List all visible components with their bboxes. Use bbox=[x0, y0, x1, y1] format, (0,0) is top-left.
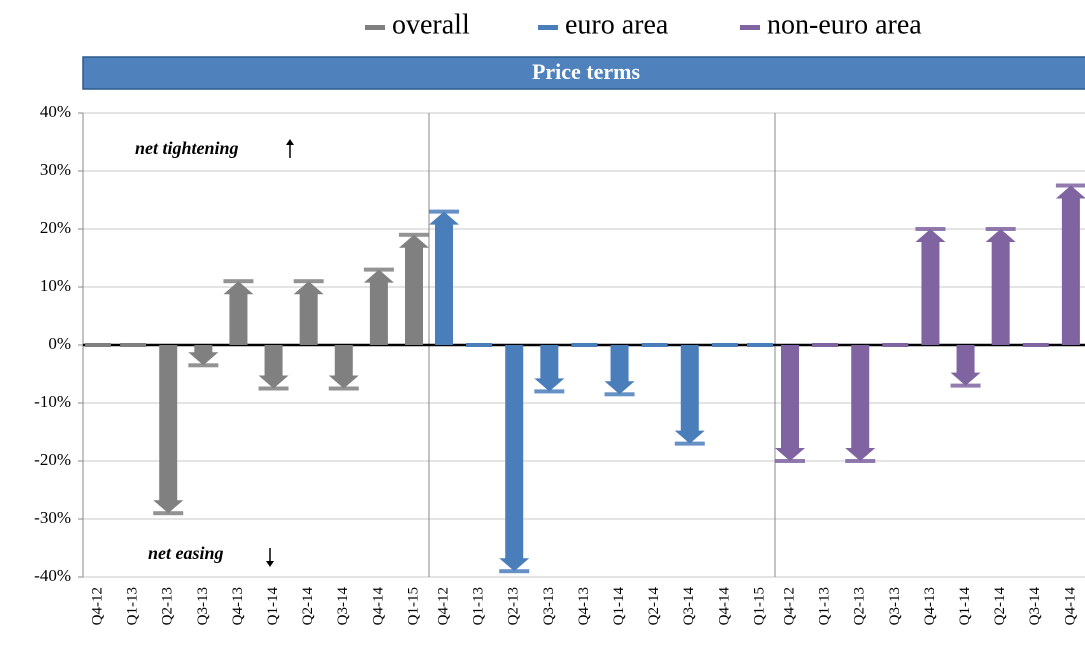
x-tick-label: Q2-13 bbox=[160, 587, 176, 625]
arrow-cap bbox=[604, 392, 635, 397]
legend-label: non-euro area bbox=[767, 9, 922, 40]
y-tick-label: 10% bbox=[40, 276, 71, 295]
y-tick-label: 0% bbox=[48, 334, 71, 353]
arrow-cap bbox=[153, 511, 184, 516]
arrow-cap bbox=[985, 227, 1016, 231]
x-tick-label: Q3-13 bbox=[195, 587, 211, 625]
arrow-cap bbox=[188, 363, 219, 368]
annotation: net tightening bbox=[135, 138, 239, 158]
bar bbox=[604, 345, 635, 395]
y-tick-label: -30% bbox=[34, 508, 71, 527]
bar bbox=[534, 345, 565, 392]
banner bbox=[82, 56, 1085, 90]
bar bbox=[641, 343, 668, 347]
arrow-cap bbox=[915, 227, 946, 231]
x-tick-label: Q4-12 bbox=[781, 587, 797, 625]
annotation: net easing bbox=[148, 543, 224, 563]
x-tick-label: Q2-13 bbox=[852, 587, 868, 625]
arrow-cap bbox=[399, 232, 429, 237]
bar bbox=[499, 345, 530, 572]
subtitle: Price terms bbox=[532, 59, 641, 84]
legend-label: overall bbox=[392, 9, 470, 40]
x-tick-label: Q4-14 bbox=[1062, 587, 1078, 626]
y-tick-label: -10% bbox=[34, 392, 71, 411]
bar bbox=[466, 343, 493, 347]
arrow-cap bbox=[1055, 183, 1085, 188]
x-tick-label: Q1-15 bbox=[405, 587, 421, 625]
y-tick-label: 30% bbox=[40, 160, 71, 179]
x-tick-label: Q1-14 bbox=[611, 587, 627, 626]
x-tick-label: Q3-14 bbox=[681, 587, 697, 626]
bar bbox=[882, 343, 909, 347]
arrow-cap bbox=[950, 383, 981, 388]
x-tick-label: Q1-15 bbox=[751, 587, 767, 625]
arrow-cap bbox=[499, 569, 530, 574]
bar bbox=[711, 343, 738, 347]
bar bbox=[153, 345, 184, 514]
x-tick-label: Q1-13 bbox=[817, 587, 833, 625]
x-tick-label: Q1-14 bbox=[957, 587, 973, 626]
bar bbox=[985, 229, 1016, 345]
x-tick-label: Q2-14 bbox=[992, 587, 1008, 626]
y-tick-label: -20% bbox=[34, 450, 71, 469]
x-tick-label: Q1-13 bbox=[125, 587, 141, 625]
bar bbox=[429, 211, 459, 345]
bar bbox=[399, 234, 429, 345]
x-tick-label: Q3-14 bbox=[335, 587, 351, 626]
x-tick-label: Q2-14 bbox=[646, 587, 662, 626]
bar bbox=[1022, 343, 1049, 347]
x-tick-label: Q2-14 bbox=[300, 587, 316, 626]
x-tick-label: Q2-13 bbox=[506, 587, 522, 625]
legend-swatch bbox=[740, 25, 760, 30]
arrow-cap bbox=[258, 386, 289, 391]
y-tick-label: -40% bbox=[34, 566, 71, 585]
x-tick-label: Q4-14 bbox=[370, 587, 386, 626]
legend-label: euro area bbox=[565, 9, 669, 40]
y-tick-label: 20% bbox=[40, 218, 71, 237]
bar bbox=[293, 281, 324, 345]
bar bbox=[258, 345, 289, 389]
bar bbox=[188, 345, 219, 366]
bar bbox=[812, 343, 839, 347]
x-tick-label: Q1-13 bbox=[471, 587, 487, 625]
arrow-cap bbox=[328, 386, 359, 391]
bar bbox=[223, 281, 254, 345]
bar bbox=[747, 343, 773, 347]
x-tick-label: Q3-14 bbox=[1027, 587, 1043, 626]
bar bbox=[328, 345, 359, 389]
bar bbox=[845, 345, 876, 461]
x-tick-label: Q4-12 bbox=[89, 587, 105, 625]
x-tick-label: Q4-13 bbox=[230, 587, 246, 625]
bar bbox=[363, 269, 394, 345]
bar bbox=[120, 343, 147, 347]
bar bbox=[674, 345, 705, 444]
arrow-cap bbox=[429, 209, 459, 214]
arrow-cap bbox=[363, 267, 394, 272]
legend-swatch bbox=[538, 25, 558, 30]
x-tick-label: Q4-13 bbox=[922, 587, 938, 625]
arrow-cap bbox=[223, 279, 254, 284]
x-tick-label: Q4-14 bbox=[716, 587, 732, 626]
legend-swatch bbox=[365, 25, 385, 30]
note-arrow-head bbox=[266, 561, 274, 567]
arrow-cap bbox=[845, 459, 876, 463]
arrow-cap bbox=[534, 389, 565, 394]
note-arrow-head bbox=[286, 139, 294, 145]
x-tick-label: Q4-13 bbox=[576, 587, 592, 625]
x-tick-label: Q4-12 bbox=[435, 587, 451, 625]
bar bbox=[950, 345, 981, 386]
bar bbox=[775, 345, 805, 461]
x-tick-label: Q3-13 bbox=[541, 587, 557, 625]
x-tick-label: Q1-14 bbox=[265, 587, 281, 626]
arrow-cap bbox=[674, 441, 705, 446]
y-tick-label: 40% bbox=[40, 102, 71, 121]
bar bbox=[85, 343, 111, 347]
x-tick-label: Q3-13 bbox=[887, 587, 903, 625]
bar bbox=[571, 343, 598, 347]
bar bbox=[1055, 185, 1085, 345]
arrow-cap bbox=[293, 279, 324, 284]
bar bbox=[915, 229, 946, 345]
arrow-cap bbox=[775, 459, 805, 463]
